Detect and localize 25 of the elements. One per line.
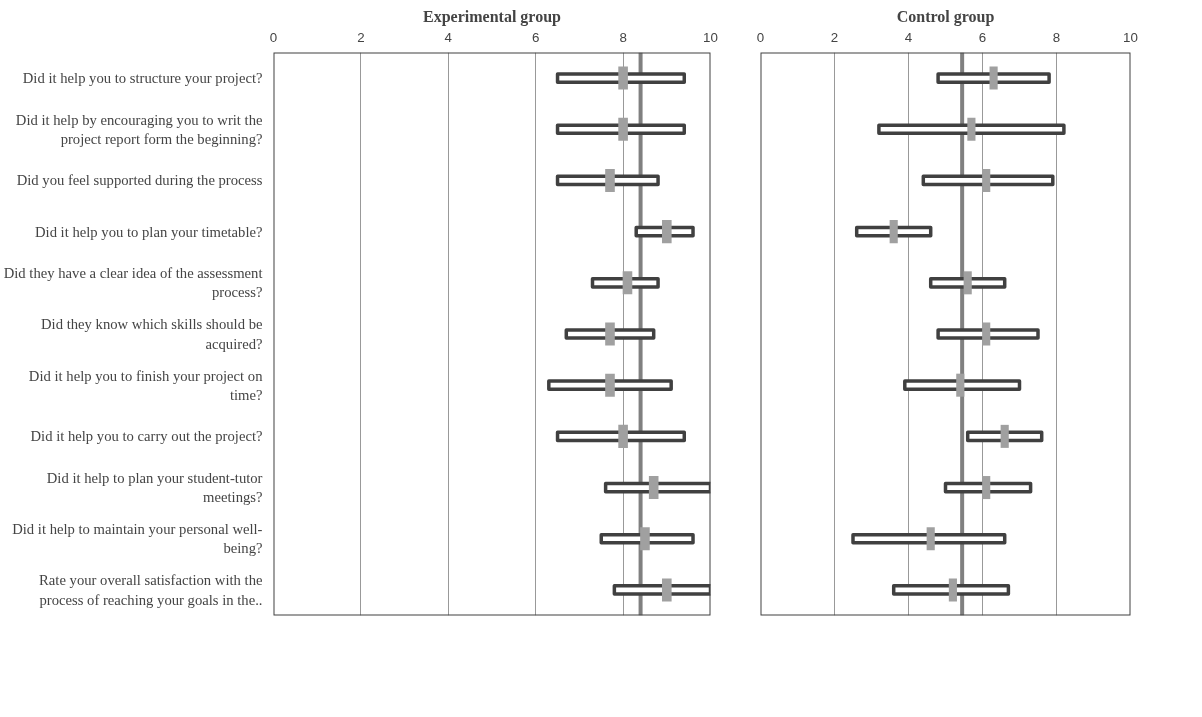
y-tick-label: Did it help you to plan your timetable? bbox=[34, 223, 263, 240]
x-tick-label: 6 bbox=[531, 29, 540, 45]
x-tick-label: 2 bbox=[357, 29, 365, 45]
x-tick-label: 10 bbox=[1123, 29, 1138, 45]
x-tick-label: 4 bbox=[904, 29, 913, 45]
x-tick-label: 8 bbox=[1052, 29, 1061, 45]
x-tick-label: 10 bbox=[703, 29, 718, 45]
x-tick-label: 8 bbox=[619, 29, 627, 45]
y-tick-label: Rate your overall satisfaction with the process of reaching your goals in the.. bbox=[39, 572, 263, 608]
chart-title: Experimental group bbox=[423, 7, 562, 26]
y-tick-label: Did it help to maintain your personal well-being? bbox=[12, 521, 263, 557]
y-tick-label: Did it help you to structure your project? bbox=[22, 70, 263, 87]
x-tick-label: 6 bbox=[978, 29, 987, 45]
y-tick-label: Did you feel supported during the process bbox=[16, 172, 263, 189]
y-tick-label: Did it help by encouraging you to writ the project report form the beginning? bbox=[15, 111, 263, 147]
x-tick-label: 0 bbox=[756, 29, 765, 45]
y-tick-label: Did they have a clear idea of the assessment process? bbox=[3, 265, 263, 301]
y-tick-label: Did it help you to finish your project on time? bbox=[28, 367, 264, 403]
y-tick-label: Did it help to plan your student-tutor meetings? bbox=[46, 469, 263, 506]
y-tick-label: Did it help you to carry out the project? bbox=[30, 428, 263, 445]
chart-title: Control group bbox=[896, 7, 995, 26]
y-tick-label: Did they know which skills should be acquired? bbox=[41, 316, 263, 352]
x-tick-label: 4 bbox=[444, 29, 453, 45]
x-tick-label: 2 bbox=[830, 29, 839, 45]
x-tick-label: 0 bbox=[269, 29, 278, 45]
